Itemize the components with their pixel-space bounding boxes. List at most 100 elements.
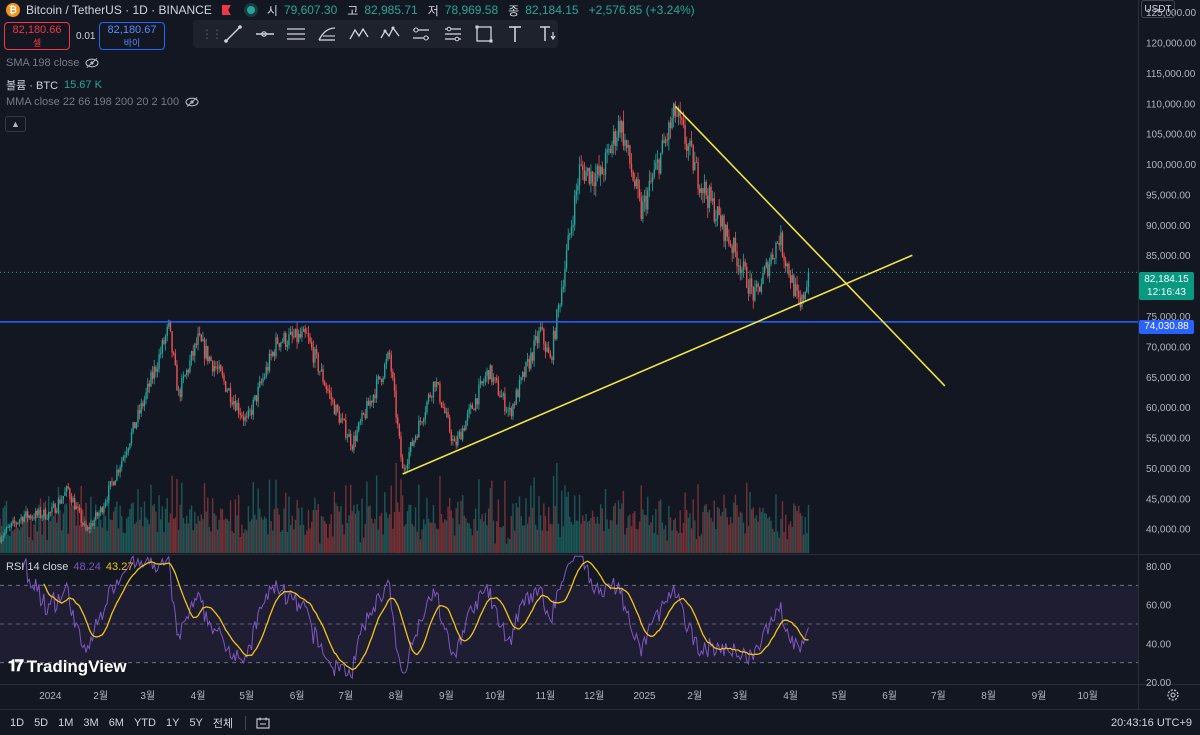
candle-body — [161, 340, 164, 354]
volume-bar — [181, 482, 183, 553]
candle-body — [718, 206, 720, 216]
candle-body — [70, 496, 73, 503]
candle-body — [56, 510, 58, 513]
price-axis-label: 55,000.00 — [1146, 434, 1191, 445]
timeframe-button[interactable]: 5D — [34, 716, 49, 729]
volume-bar — [455, 508, 457, 553]
candle-body — [479, 381, 482, 385]
candle-body — [98, 512, 100, 516]
volume-bar — [306, 530, 308, 553]
tradingview-logo-text: TradingView — [26, 657, 127, 676]
sma-indicator-legend[interactable]: SMA 198 close — [6, 57, 99, 69]
eye-hidden-icon[interactable] — [85, 58, 99, 68]
volume-bar — [541, 530, 543, 553]
symbol-title[interactable]: Bitcoin / TetherUS · 1D · BINANCE — [26, 3, 212, 17]
candle-body — [125, 452, 128, 456]
volume-bar — [194, 511, 196, 553]
volume-bar — [174, 517, 177, 553]
volume-indicator-legend[interactable]: 볼륨 · BTC 15.67 K — [6, 77, 102, 93]
timeframe-button[interactable]: 5Y — [189, 716, 203, 729]
flag-icon[interactable] — [221, 5, 231, 15]
volume-bar — [70, 506, 73, 553]
volume-bar — [171, 475, 173, 553]
volume-bar — [374, 519, 376, 553]
sell-button[interactable]: 82,180.66 셀 — [4, 22, 70, 50]
tradingview-logo[interactable]: 𝟏𝟕 TradingView — [8, 657, 127, 677]
candle-body — [69, 488, 71, 497]
volume-bar — [328, 523, 331, 553]
rsi-legend[interactable]: RSI 14 close 48.24 43.27 — [6, 561, 133, 573]
candle-body — [210, 356, 212, 361]
volume-bar — [689, 513, 691, 553]
volume-bar — [452, 518, 454, 553]
volume-bar — [647, 496, 649, 553]
volume-bar — [371, 518, 373, 553]
eye-hidden-icon[interactable] — [185, 97, 199, 107]
volume-bar — [491, 480, 493, 553]
volume-bar — [500, 527, 503, 553]
volume-bar — [789, 521, 792, 553]
candle-body — [369, 400, 371, 406]
candle-body — [781, 232, 784, 257]
timeframe-button[interactable]: 3M — [83, 716, 99, 729]
drag-handle-icon[interactable]: ⋮⋮ — [201, 27, 223, 41]
timeframe-button[interactable]: 1D — [10, 716, 25, 729]
volume-bar — [658, 501, 660, 553]
timeframe-button[interactable]: YTD — [133, 716, 156, 729]
timeframe-button[interactable]: 1Y — [165, 716, 180, 729]
gear-icon[interactable] — [1166, 688, 1180, 702]
rectangle-tool-icon[interactable] — [473, 22, 495, 46]
timeframe-button[interactable]: 전체 — [212, 717, 234, 730]
candle-body — [445, 412, 448, 413]
price-range-tool-icon[interactable] — [442, 22, 464, 46]
candle-body — [418, 420, 420, 438]
text-tool-icon[interactable] — [504, 22, 526, 46]
chevron-up-icon: ▲ — [11, 119, 20, 129]
candle-body — [731, 246, 733, 253]
volume-bar — [497, 499, 500, 553]
volume-bar — [398, 511, 401, 553]
calendar-range-icon[interactable] — [256, 717, 270, 729]
volume-bar — [750, 509, 753, 553]
candle-body — [371, 400, 373, 403]
fib-tool-icon[interactable] — [316, 22, 338, 46]
candle-body — [289, 331, 292, 335]
collapse-legend-button[interactable]: ▲ — [5, 116, 26, 132]
timeframe-button[interactable]: 6M — [108, 716, 124, 729]
volume-bar — [233, 532, 235, 553]
candle-body — [697, 161, 699, 189]
volume-bar — [202, 519, 204, 553]
volume-bar — [673, 520, 675, 553]
timeframe-button[interactable]: 1M — [58, 716, 74, 729]
pattern-tool-icon[interactable] — [347, 22, 369, 46]
candle-body — [359, 421, 362, 423]
candle-body — [257, 386, 259, 402]
volume-bar — [728, 524, 730, 553]
volume-bar — [546, 530, 548, 553]
parallel-channel-tool-icon[interactable] — [285, 22, 307, 46]
horizontal-ray-tool-icon[interactable] — [253, 22, 275, 46]
currency-selector[interactable]: USDT — [1141, 0, 1175, 18]
candle-body — [134, 422, 136, 429]
mma-indicator-legend[interactable]: MMA close 22 66 198 200 20 2 100 — [6, 96, 199, 108]
volume-bar — [791, 526, 793, 553]
candle-body — [41, 516, 43, 518]
volume-bar — [439, 476, 441, 553]
candle-body — [582, 165, 584, 171]
volume-bar — [260, 517, 263, 553]
candle-body — [299, 333, 302, 338]
volume-bar — [405, 524, 407, 553]
text-anchor-tool-icon[interactable] — [536, 22, 558, 46]
volume-bar — [557, 523, 560, 553]
candle-body — [793, 275, 795, 296]
elliott-wave-tool-icon[interactable] — [379, 22, 401, 46]
clock[interactable]: 20:43:16 UTC+9 — [1110, 716, 1192, 729]
volume-bar — [421, 529, 423, 553]
trend-line-tool-icon[interactable] — [222, 22, 244, 46]
volume-bar — [346, 523, 349, 553]
date-range-tool-icon[interactable] — [410, 22, 432, 46]
candle-body — [535, 336, 537, 341]
volume-bar — [705, 503, 707, 553]
buy-button[interactable]: 82,180.67 바이 — [99, 22, 165, 50]
